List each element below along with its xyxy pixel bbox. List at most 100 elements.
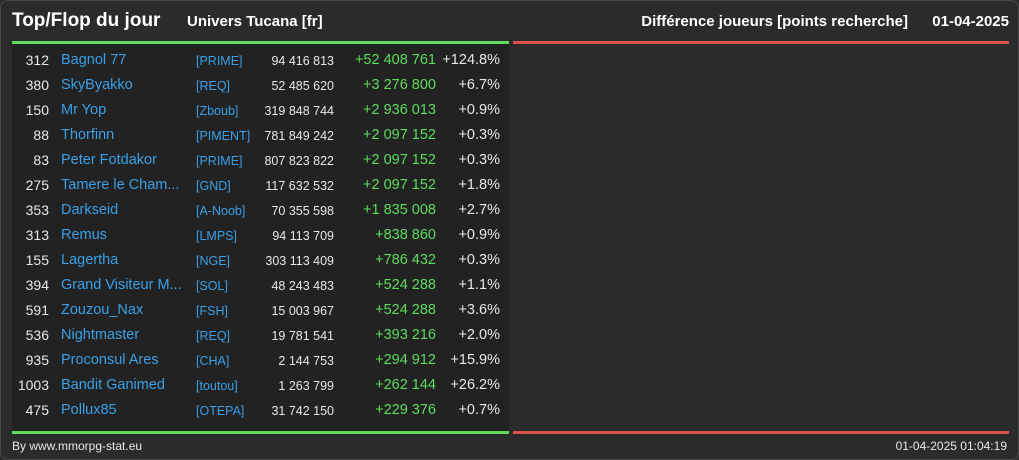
player-rank: 83 <box>33 152 49 168</box>
alliance-tag-link[interactable]: [NGE] <box>196 254 231 268</box>
points-difference: +3 276 800 <box>363 77 436 93</box>
player-name-link[interactable]: Zouzou_Nax <box>61 302 144 318</box>
table-row: 312 Bagnol 77 [PRIME] 94 416 813 +52 408 761… <box>12 48 509 73</box>
player-points: 94 416 813 <box>271 54 334 68</box>
player-points: 807 823 822 <box>264 154 334 168</box>
table-row: 275 Tamere le Cham... [GND] 117 632 532 +2 0… <box>12 173 509 198</box>
percent-change: +2.0% <box>458 327 500 343</box>
player-rank: 394 <box>25 277 49 293</box>
alliance-tag-link[interactable]: [PIMENT] <box>196 129 251 143</box>
player-name-link[interactable]: Remus <box>61 227 107 243</box>
table-row: 83 Peter Fotdakor [PRIME] 807 823 822 +2 097… <box>12 148 509 173</box>
percent-change: +15.9% <box>450 352 500 368</box>
table-row: 313 Remus [LMPS] 94 113 709 +838 860 +0.9% <box>12 223 509 248</box>
points-difference: +294 912 <box>375 352 436 368</box>
player-points: 303 113 409 <box>265 254 334 268</box>
flop-panel-bottom-border <box>513 431 1009 434</box>
points-difference: +2 936 013 <box>363 102 436 118</box>
player-name-link[interactable]: Bandit Ganimed <box>61 377 165 393</box>
points-difference: +229 376 <box>375 402 436 418</box>
player-name-link[interactable]: Mr Yop <box>61 102 107 118</box>
alliance-tag-link[interactable]: [Zboub] <box>196 104 239 118</box>
player-rank: 380 <box>25 77 49 93</box>
player-name-link[interactable]: Pollux85 <box>61 402 117 418</box>
player-points: 781 849 242 <box>264 129 334 143</box>
percent-change: +0.9% <box>458 102 500 118</box>
alliance-tag-link[interactable]: [PRIME] <box>196 154 243 168</box>
player-rank: 150 <box>25 102 49 118</box>
percent-change: +2.7% <box>458 202 500 218</box>
points-difference: +524 288 <box>375 302 436 318</box>
percent-change: +0.3% <box>458 252 500 268</box>
player-points: 117 632 532 <box>265 179 334 193</box>
table-row: 475 Pollux85 [OTEPA] 31 742 150 +229 376 +0.7… <box>12 398 509 423</box>
alliance-tag-link[interactable]: [GND] <box>196 179 231 193</box>
player-name-link[interactable]: Peter Fotdakor <box>61 152 157 168</box>
alliance-tag-link[interactable]: [REQ] <box>196 329 231 343</box>
table-row: 150 Mr Yop [Zboub] 319 848 744 +2 936 013 +0.… <box>12 98 509 123</box>
points-difference: +2 097 152 <box>363 177 436 193</box>
footer-timestamp: 01-04-2025 01:04:19 <box>895 439 1007 453</box>
player-name-link[interactable]: Grand Visiteur M... <box>61 277 182 293</box>
points-difference: +524 288 <box>375 277 436 293</box>
percent-change: +1.8% <box>458 177 500 193</box>
alliance-tag-link[interactable]: [REQ] <box>196 79 231 93</box>
percent-change: +3.6% <box>458 302 500 318</box>
alliance-tag-link[interactable]: [A-Noob] <box>196 204 246 218</box>
table-row: 394 Grand Visiteur M... [SOL] 48 243 483 +52… <box>12 273 509 298</box>
table-row: 353 Darkseid [A-Noob] 70 355 598 +1 835 008 +… <box>12 198 509 223</box>
alliance-tag-link[interactable]: [toutou] <box>196 379 238 393</box>
player-name-link[interactable]: Thorfinn <box>61 127 115 143</box>
percent-change: +6.7% <box>458 77 500 93</box>
player-rank: 591 <box>25 302 49 318</box>
universe-label: Univers Tucana [fr] <box>187 13 323 30</box>
player-name-link[interactable]: SkyByakko <box>61 77 133 93</box>
table-row: 155 Lagertha [NGE] 303 113 409 +786 432 +0.3% <box>12 248 509 273</box>
player-rank: 353 <box>25 202 49 218</box>
top-panel-bottom-border <box>12 431 509 434</box>
top-panel <box>12 44 509 431</box>
page-title: Top/Flop du jour <box>12 10 161 31</box>
table-row: 380 SkyByakko [REQ] 52 485 620 +3 276 800 +6.… <box>12 73 509 98</box>
player-name-link[interactable]: Proconsul Ares <box>61 352 159 368</box>
flop-panel <box>513 44 1009 431</box>
table-row: 935 Proconsul Ares [CHA] 2 144 753 +294 912 +… <box>12 348 509 373</box>
percent-change: +0.7% <box>458 402 500 418</box>
player-name-link[interactable]: Darkseid <box>61 202 119 218</box>
points-difference: +2 097 152 <box>363 152 436 168</box>
player-points: 2 144 753 <box>278 354 334 368</box>
player-points: 15 003 967 <box>271 304 334 318</box>
player-rank: 155 <box>25 252 49 268</box>
table-row: 1003 Bandit Ganimed [toutou] 1 263 799 +262 … <box>12 373 509 398</box>
table-row: 536 Nightmaster [REQ] 19 781 541 +393 216 +2.… <box>12 323 509 348</box>
player-points: 1 263 799 <box>278 379 334 393</box>
table-row: 88 Thorfinn [PIMENT] 781 849 242 +2 097 152 +… <box>12 123 509 148</box>
points-difference: +1 835 008 <box>363 202 436 218</box>
percent-change: +0.3% <box>458 127 500 143</box>
player-rank: 88 <box>33 127 49 143</box>
player-name-link[interactable]: Lagertha <box>61 252 119 268</box>
alliance-tag-link[interactable]: [OTEPA] <box>196 404 245 418</box>
footer-credit[interactable]: By www.mmorpg-stat.eu <box>12 439 143 453</box>
alliance-tag-link[interactable]: [FSH] <box>196 304 228 318</box>
player-points: 48 243 483 <box>271 279 334 293</box>
player-name-link[interactable]: Tamere le Cham... <box>61 177 180 193</box>
percent-change: +0.9% <box>458 227 500 243</box>
header-date: 01-04-2025 <box>932 13 1009 30</box>
top-panel-top-border <box>12 41 509 44</box>
points-difference: +838 860 <box>375 227 436 243</box>
alliance-tag-link[interactable]: [LMPS] <box>196 229 237 243</box>
percent-change: +1.1% <box>458 277 500 293</box>
alliance-tag-link[interactable]: [SOL] <box>196 279 228 293</box>
player-name-link[interactable]: Bagnol 77 <box>61 52 127 68</box>
player-points: 31 742 150 <box>271 404 334 418</box>
player-points: 70 355 598 <box>271 204 334 218</box>
player-points: 319 848 744 <box>264 104 334 118</box>
points-difference: +2 097 152 <box>363 127 436 143</box>
alliance-tag-link[interactable]: [CHA] <box>196 354 230 368</box>
alliance-tag-link[interactable]: [PRIME] <box>196 54 243 68</box>
flop-panel-top-border <box>513 41 1009 44</box>
player-name-link[interactable]: Nightmaster <box>61 327 140 343</box>
points-difference: +52 408 761 <box>354 52 436 68</box>
